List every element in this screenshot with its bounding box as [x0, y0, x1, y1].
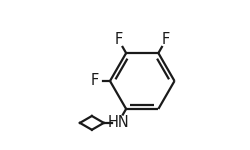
Text: F: F — [90, 74, 99, 88]
Text: F: F — [114, 32, 122, 47]
Text: F: F — [162, 32, 170, 47]
Text: HN: HN — [107, 115, 129, 130]
